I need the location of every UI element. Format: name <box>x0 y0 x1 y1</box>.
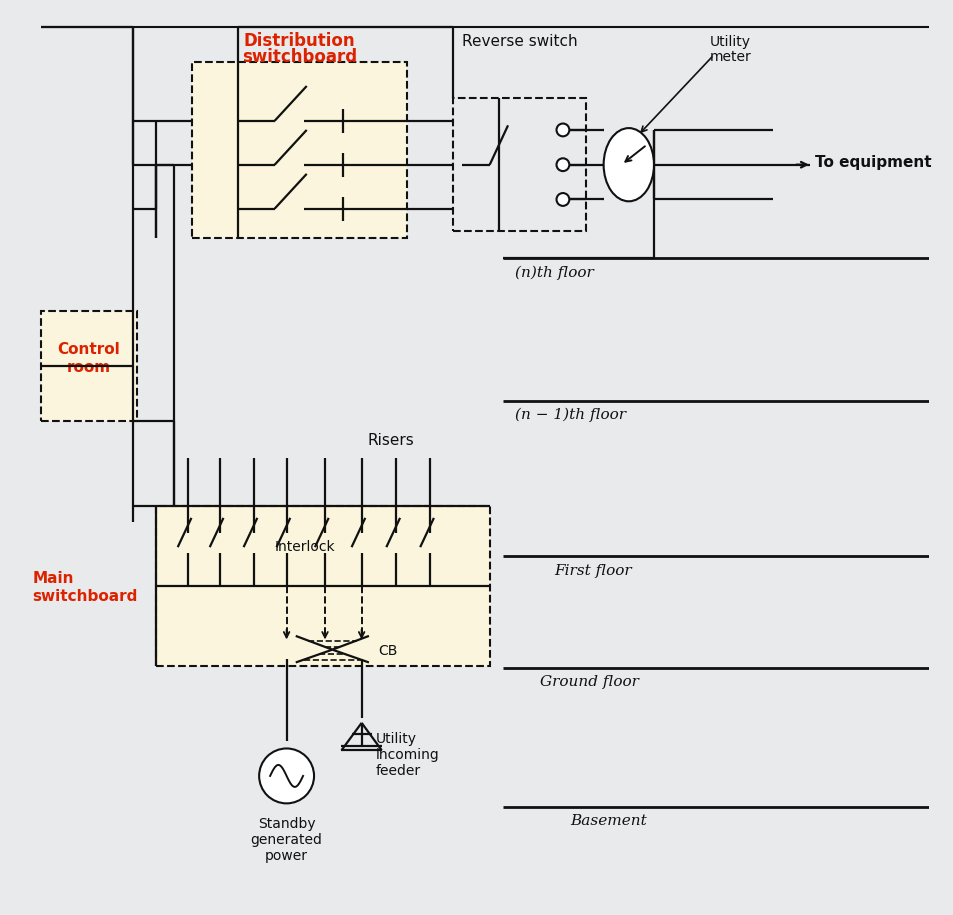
Text: Control
room: Control room <box>57 342 120 375</box>
Bar <box>193 62 407 238</box>
Ellipse shape <box>556 158 569 171</box>
Ellipse shape <box>259 748 314 803</box>
Text: First floor: First floor <box>553 564 631 577</box>
Bar <box>453 98 585 231</box>
Text: Reverse switch: Reverse switch <box>461 34 578 48</box>
Text: (n − 1)th floor: (n − 1)th floor <box>515 408 626 423</box>
Text: Main
switchboard: Main switchboard <box>32 571 137 604</box>
Text: Risers: Risers <box>367 434 414 448</box>
Text: (n)th floor: (n)th floor <box>515 265 594 280</box>
Text: Utility: Utility <box>709 35 750 48</box>
Text: meter: meter <box>709 50 750 64</box>
Text: Ground floor: Ground floor <box>539 675 639 689</box>
Text: Interlock: Interlock <box>274 540 335 554</box>
Ellipse shape <box>556 193 569 206</box>
Text: Distribution: Distribution <box>243 32 355 50</box>
Bar <box>41 311 137 421</box>
Text: Utility
incoming
feeder: Utility incoming feeder <box>375 732 438 779</box>
Text: Basement: Basement <box>570 814 646 828</box>
Bar <box>155 506 489 666</box>
Ellipse shape <box>556 124 569 136</box>
Text: To equipment: To equipment <box>814 156 930 170</box>
Text: switchboard: switchboard <box>242 48 356 66</box>
Text: Standby
generated
power: Standby generated power <box>251 817 322 864</box>
Text: CB: CB <box>377 644 397 659</box>
Ellipse shape <box>603 128 653 201</box>
